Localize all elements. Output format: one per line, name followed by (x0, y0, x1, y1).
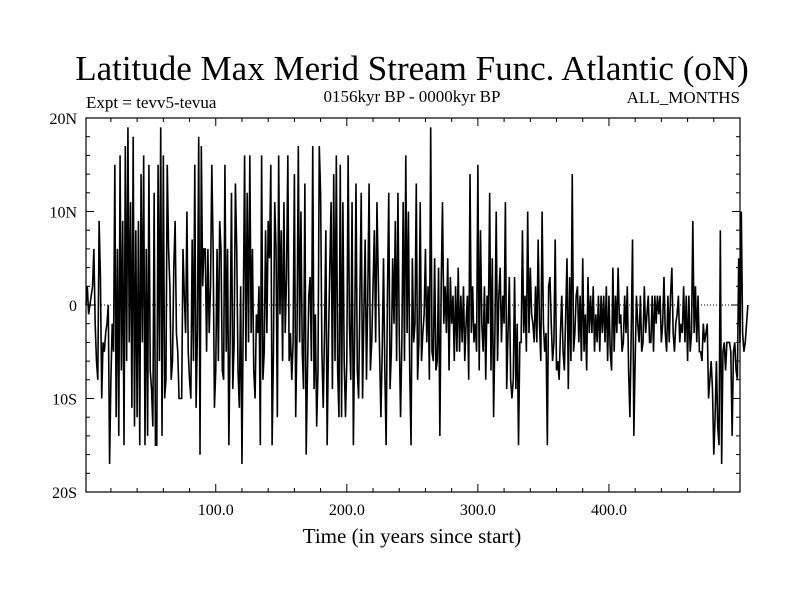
y-tick-label: 20N (49, 111, 77, 128)
plot-area (85, 117, 749, 493)
y-tick-label: 10S (52, 392, 77, 409)
chart-subtitle-center: 0156kyr BP - 0000kyr BP (324, 87, 501, 106)
x-axis-label: Time (in years since start) (303, 524, 522, 548)
y-tick-label: 10N (49, 205, 77, 222)
x-tick-label: 100.0 (198, 502, 234, 519)
x-tick-label: 200.0 (329, 502, 365, 519)
series-line (85, 127, 749, 464)
y-axis: 20S 10S 0 10N 20N (49, 111, 740, 502)
y-tick-label: 20S (52, 485, 77, 502)
x-tick-label: 300.0 (460, 502, 496, 519)
y-tick-label: 0 (69, 298, 77, 315)
x-tick-label: 400.0 (591, 502, 627, 519)
x-axis: 100.0 200.0 300.0 400.0 (110, 118, 715, 519)
chart-subtitle-right: ALL_MONTHS (627, 88, 740, 107)
chart-title: Latitude Max Merid Stream Func. Atlantic… (75, 49, 749, 88)
chart-subtitle-left: Expt = tevv5-tevua (86, 93, 217, 112)
